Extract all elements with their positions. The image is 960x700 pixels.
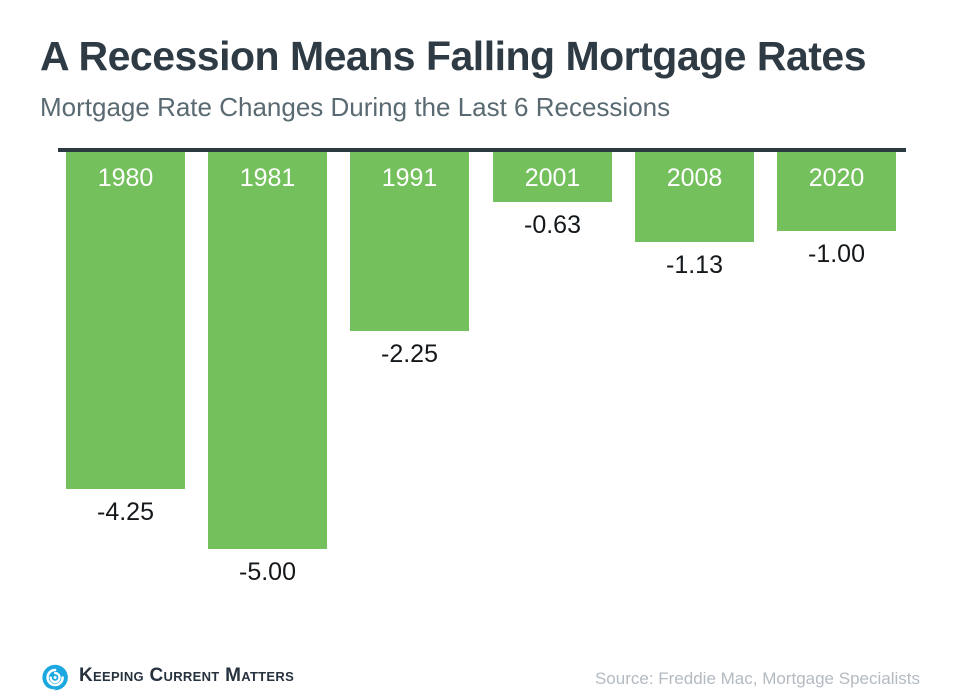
brand-logo-text: Keeping Current Matters xyxy=(79,665,295,686)
brand-logo: Keeping Current Matters xyxy=(42,661,294,693)
kcm-swirl-icon xyxy=(42,664,68,691)
bar-year-label: 1991 xyxy=(381,164,438,192)
bar-year-label: 2001 xyxy=(524,164,581,192)
bar-year-label: 1981 xyxy=(239,164,296,192)
bar-chart: 1980 -4.25 1981 -5.00 1991 -2.25 2001 -0.63 2008… xyxy=(0,148,960,618)
bar-value-label: -1.00 xyxy=(808,240,865,268)
page-subtitle: Mortgage Rate Changes During the Last 6 … xyxy=(40,92,671,122)
bar-year-label: 2020 xyxy=(808,164,865,192)
chart-baseline xyxy=(58,148,906,152)
source-attribution: Source: Freddie Mac, Mortgage Specialist… xyxy=(594,669,920,688)
bar-1991: 1991 xyxy=(350,152,469,331)
bar-2001: 2001 xyxy=(493,152,612,202)
bar-value-label: -4.25 xyxy=(97,498,154,526)
bar-1980: 1980 xyxy=(66,152,185,489)
bar-year-label: 2008 xyxy=(666,164,723,192)
bar-value-label: -0.63 xyxy=(524,211,581,239)
page-title: A Recession Means Falling Mortgage Rates xyxy=(40,33,867,79)
bar-1981: 1981 xyxy=(208,152,327,549)
bar-value-label: -5.00 xyxy=(239,558,296,586)
bar-2008: 2008 xyxy=(635,152,754,242)
bar-value-label: -1.13 xyxy=(666,251,723,279)
bar-year-label: 1980 xyxy=(97,164,154,192)
bar-2020: 2020 xyxy=(777,152,896,231)
bar-value-label: -2.25 xyxy=(381,340,438,368)
